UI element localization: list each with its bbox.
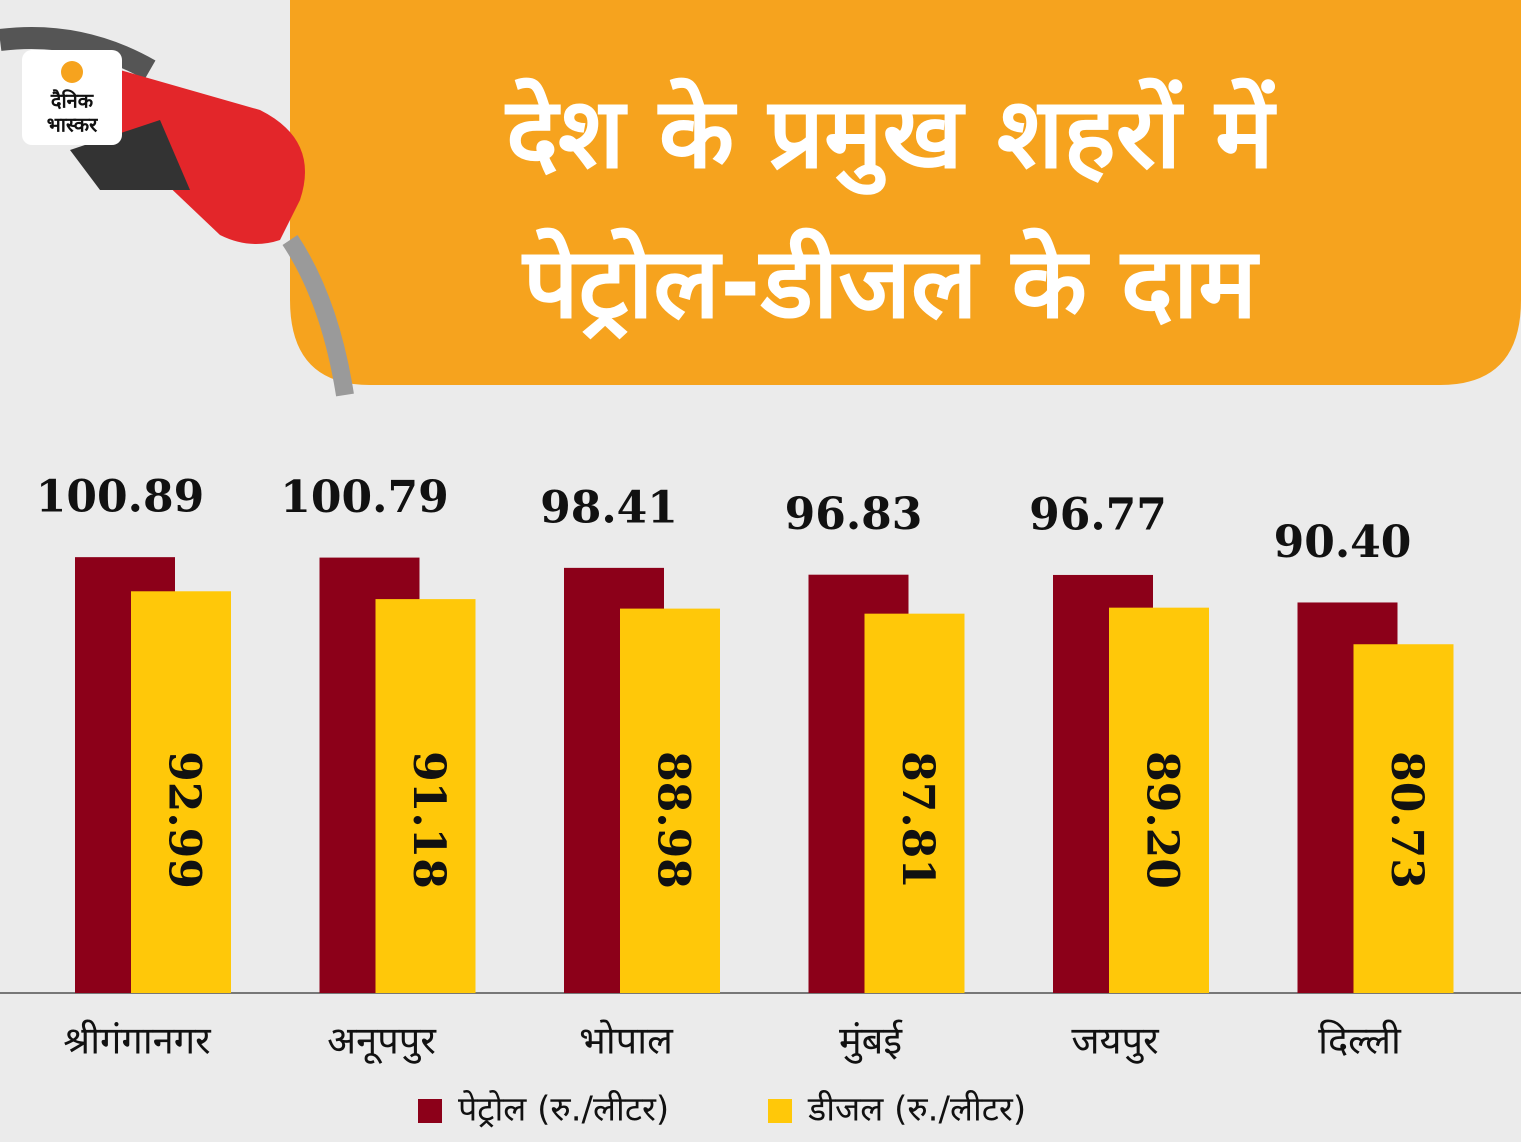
value-label: 100.79 [280,472,448,523]
legend-label: पेट्रोल (रु./लीटर) [458,1090,669,1130]
x-tick-label: श्रीगंगानगर [63,1019,212,1063]
logo-text: भास्कर [47,113,98,137]
fuel-nozzle [0,27,354,397]
value-label: 100.89 [36,472,204,523]
x-tick-label: भोपाल [579,1019,674,1063]
value-label: 89.20 [1137,751,1188,889]
value-label: 96.83 [785,489,923,540]
value-label: 91.18 [403,751,454,889]
value-label: 92.99 [159,751,210,889]
x-tick-label: अनूपपुर [327,1019,437,1065]
value-label: 90.40 [1274,517,1412,568]
value-label: 96.77 [1029,489,1167,540]
bar [620,608,720,993]
legend-swatch [418,1099,442,1123]
logo-text: दैनिक [50,89,95,113]
value-label: 98.41 [540,482,678,533]
logo-box [22,50,122,145]
value-label: 88.98 [648,751,699,889]
title-banner [290,0,1521,385]
chart-title: पेट्रोल-डीजल के दाम [521,227,1260,341]
logo-sun [61,61,83,83]
x-tick-label: जयपुर [1071,1019,1160,1065]
chart-title: देश के प्रमुख शहरों में [504,77,1277,195]
legend-label: डीजल (रु./लीटर) [807,1090,1026,1130]
bar [375,599,476,993]
bar [131,591,231,993]
value-label: 80.73 [1381,751,1432,889]
legend-swatch [768,1099,792,1123]
bar [864,613,965,993]
x-tick-label: मुंबई [839,1019,903,1065]
bar [1109,607,1209,993]
x-tick-label: दिल्ली [1318,1019,1402,1063]
bar [1353,644,1454,993]
value-label: 87.81 [892,751,943,889]
